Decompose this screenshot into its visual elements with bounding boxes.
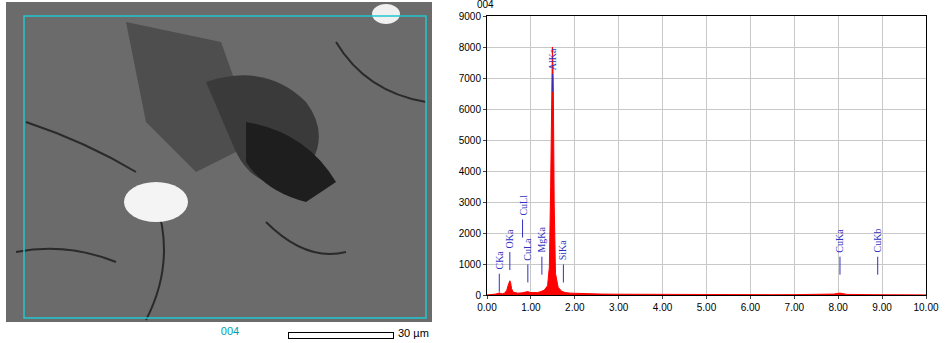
svg-text:2000: 2000 (459, 228, 482, 239)
svg-text:AlKa: AlKa (547, 48, 558, 70)
svg-text:SiKa: SiKa (557, 240, 568, 261)
svg-text:3000: 3000 (459, 197, 482, 208)
svg-text:OKa: OKa (504, 229, 515, 248)
svg-text:10.00: 10.00 (913, 302, 938, 313)
html-text:30 µm: 30 µm (398, 327, 429, 339)
svg-text:9000: 9000 (459, 11, 482, 22)
svg-text:8.00: 8.00 (828, 302, 848, 313)
html-text:004: 004 (220, 325, 240, 337)
svg-text:8000: 8000 (459, 42, 482, 53)
svg-text:1.00: 1.00 (521, 302, 541, 313)
svg-text:CuLa: CuLa (522, 238, 533, 261)
svg-text:CuKb: CuKb (872, 229, 883, 253)
svg-text:3.00: 3.00 (609, 302, 629, 313)
svg-text:4.00: 4.00 (653, 302, 673, 313)
svg-text:CKa: CKa (494, 251, 505, 270)
svg-text:7.00: 7.00 (785, 302, 805, 313)
svg-text:4000: 4000 (459, 166, 482, 177)
svg-text:6000: 6000 (459, 104, 482, 115)
svg-text:0: 0 (475, 290, 481, 301)
svg-text:2.00: 2.00 (565, 302, 585, 313)
svg-text:5000: 5000 (459, 135, 482, 146)
svg-text:004: 004 (477, 0, 494, 10)
svg-text:CuLl: CuLl (518, 195, 529, 216)
svg-text:9.00: 9.00 (872, 302, 892, 313)
svg-text:7000: 7000 (459, 73, 482, 84)
svg-text:5.00: 5.00 (697, 302, 717, 313)
svg-text:6.00: 6.00 (741, 302, 761, 313)
svg-text:MgKa: MgKa (536, 226, 547, 252)
svg-text:0.00: 0.00 (477, 302, 497, 313)
svg-text:1000: 1000 (459, 259, 482, 270)
svg-text:CuKa: CuKa (834, 229, 845, 253)
